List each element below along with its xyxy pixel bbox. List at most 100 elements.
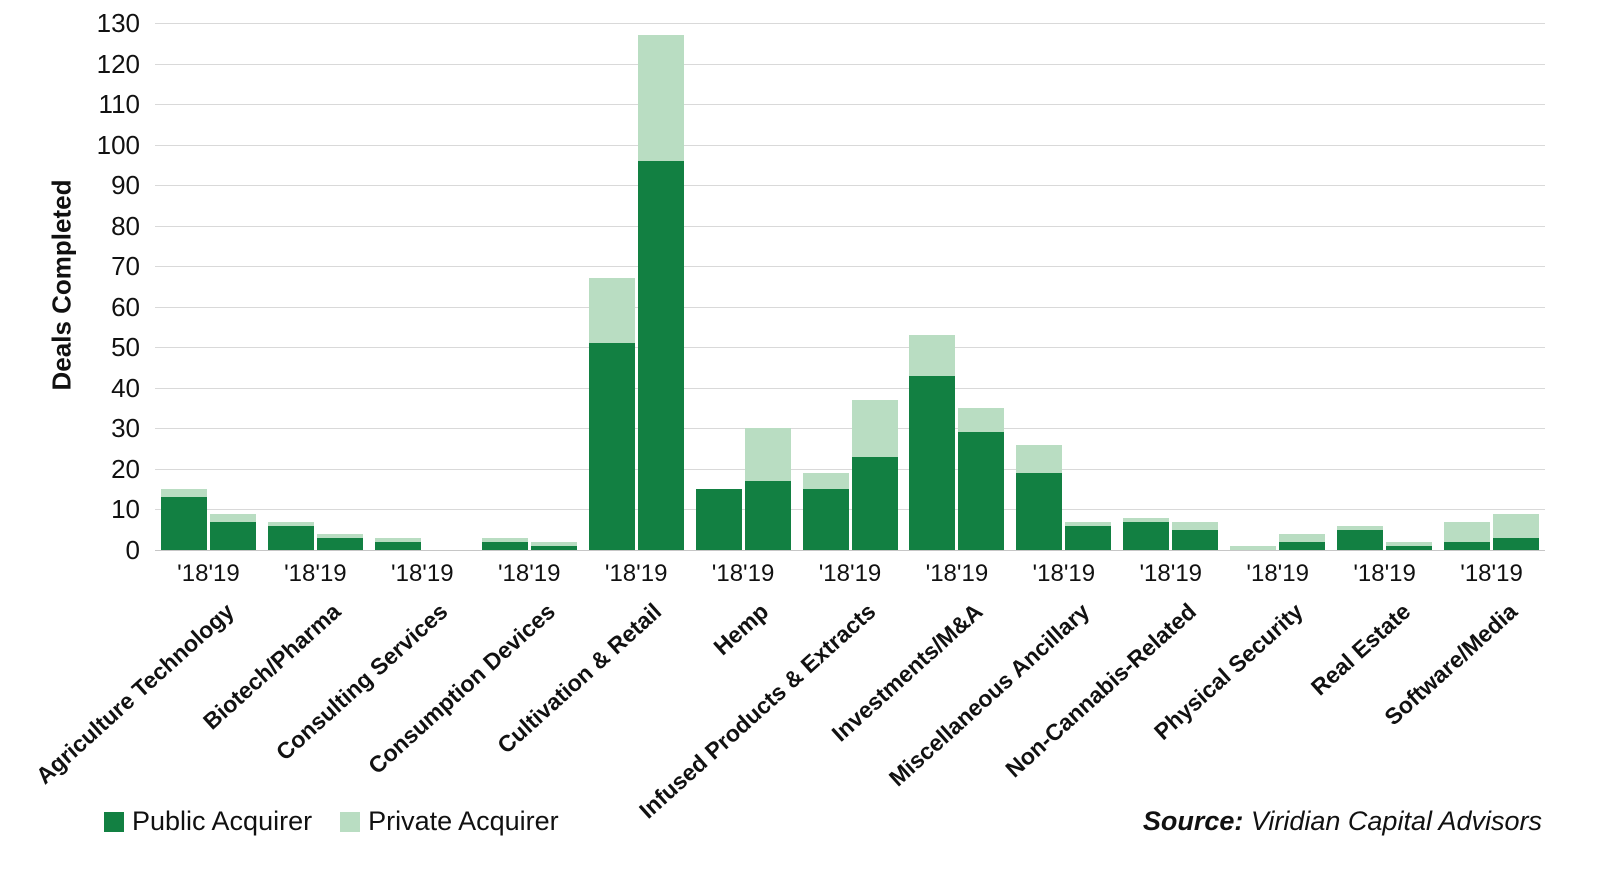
gridline-110 (155, 104, 1545, 106)
y-tick-label-50: 50 (111, 332, 140, 363)
x-tick-label-4: '18'19 (604, 560, 668, 587)
x-tick-label-5: '18'19 (711, 560, 775, 587)
y-tick-label-30: 30 (111, 413, 140, 444)
bar-public-18-9 (1123, 521, 1170, 550)
gridline-70 (155, 266, 1545, 268)
gridline-0 (155, 550, 1545, 551)
legend-item-private: Private Acquirer (340, 806, 559, 837)
bar-public-19-7 (958, 432, 1005, 550)
y-tick-label-20: 20 (111, 453, 140, 484)
y-tick-label-60: 60 (111, 291, 140, 322)
y-tick-label-80: 80 (111, 210, 140, 241)
bar-public-18-11 (1337, 529, 1384, 550)
bar-private-19-9 (1172, 521, 1219, 530)
gridline-20 (155, 468, 1545, 470)
bar-public-19-4 (637, 160, 684, 550)
public-acquirer-swatch (104, 811, 124, 832)
y-tick-label-120: 120 (96, 48, 140, 79)
bar-public-18-0 (160, 497, 207, 550)
bar-private-19-3 (530, 541, 577, 546)
bar-private-18-11 (1337, 525, 1384, 530)
bar-public-19-5 (744, 481, 791, 550)
bar-public-18-3 (481, 541, 528, 550)
legend-label-private: Private Acquirer (368, 806, 559, 836)
y-tick-label-100: 100 (96, 129, 140, 160)
bar-public-18-6 (802, 489, 849, 550)
bar-private-19-12 (1493, 513, 1540, 538)
bar-private-18-12 (1444, 521, 1491, 542)
x-tick-label-12: '18'19 (1460, 560, 1523, 587)
legend-label-public: Public Acquirer (132, 806, 313, 836)
gridline-80 (155, 225, 1545, 227)
bar-private-19-5 (744, 428, 791, 482)
category-label-3: Consumption Devices (362, 598, 560, 779)
bar-private-18-7 (909, 335, 956, 376)
bar-public-19-6 (851, 456, 898, 550)
bar-public-19-10 (1279, 541, 1326, 550)
bar-private-18-1 (267, 521, 314, 526)
y-tick-label-70: 70 (111, 251, 140, 282)
category-label-0: Agriculture Technology (30, 598, 239, 789)
x-tick-label-0: '18'19 (177, 560, 240, 587)
private-acquirer-swatch (340, 811, 361, 832)
bar-private-18-8 (1016, 444, 1063, 473)
bar-private-18-2 (374, 537, 421, 542)
gridline-100 (155, 144, 1545, 146)
bar-private-19-6 (851, 400, 898, 457)
category-label-9: Non-Cannabis-Related (1000, 598, 1202, 783)
bar-private-19-8 (1065, 521, 1112, 526)
bar-private-18-4 (588, 278, 635, 344)
bar-private-18-10 (1230, 545, 1277, 550)
bar-public-19-12 (1493, 537, 1540, 550)
bar-public-19-9 (1172, 529, 1219, 550)
x-tick-label-8: '18'19 (1032, 560, 1096, 587)
gridline-90 (155, 185, 1545, 187)
x-tick-label-2: '18'19 (391, 560, 454, 587)
y-tick-label-90: 90 (111, 170, 140, 201)
gridline-60 (155, 306, 1545, 308)
category-label-11: Real Estate (1305, 598, 1416, 701)
bar-public-19-8 (1065, 525, 1112, 550)
bar-private-18-0 (160, 489, 207, 498)
bar-private-19-0 (209, 513, 256, 522)
bar-private-18-9 (1123, 517, 1170, 522)
y-tick-label-40: 40 (111, 372, 140, 403)
x-tick-label-9: '18'19 (1139, 560, 1203, 587)
bar-public-19-3 (530, 545, 577, 550)
gridline-120 (155, 63, 1545, 65)
bar-public-18-1 (267, 525, 314, 550)
bar-private-19-1 (316, 533, 363, 538)
bar-public-19-1 (316, 537, 363, 550)
bar-public-18-5 (695, 489, 742, 550)
bar-private-18-6 (802, 472, 849, 490)
gridline-50 (155, 347, 1545, 349)
bar-private-18-3 (481, 537, 528, 542)
x-tick-label-1: '18'19 (284, 560, 347, 587)
bar-public-19-11 (1386, 545, 1433, 550)
y-tick-label-110: 110 (98, 89, 140, 120)
category-label-5: Hemp (708, 598, 774, 661)
x-tick-label-11: '18'19 (1353, 560, 1416, 587)
gridline-40 (155, 387, 1545, 389)
gridline-10 (155, 509, 1545, 511)
gridline-130 (155, 23, 1545, 24)
bar-public-18-12 (1444, 541, 1491, 550)
source-label: Source: (1142, 806, 1244, 836)
legend: Public Acquirer Private Acquirer (104, 806, 559, 837)
y-tick-label-130: 130 (96, 8, 140, 38)
bar-private-19-7 (958, 408, 1005, 433)
x-tick-label-3: '18'19 (497, 560, 561, 587)
gridline-30 (155, 428, 1545, 430)
bar-public-18-7 (909, 375, 956, 550)
y-tick-label-10: 10 (111, 494, 140, 525)
category-label-8: Miscellaneous Ancillary (883, 598, 1095, 792)
bar-public-19-0 (209, 521, 256, 550)
source-text: Viridian Capital Advisors (1243, 806, 1542, 836)
bar-public-18-2 (374, 541, 421, 550)
bar-public-18-8 (1016, 472, 1063, 550)
source-attribution: Source: Viridian Capital Advisors (1143, 806, 1542, 837)
bar-private-19-4 (637, 35, 684, 161)
bar-private-19-11 (1386, 541, 1433, 546)
x-tick-label-10: '18'19 (1246, 560, 1309, 587)
